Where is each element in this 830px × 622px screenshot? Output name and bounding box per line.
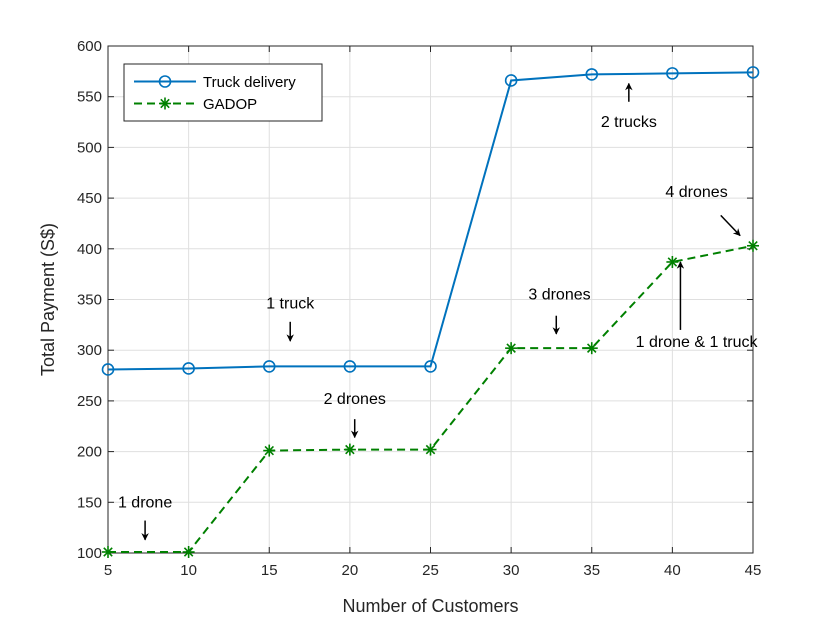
data-point bbox=[101, 363, 115, 376]
series-group bbox=[101, 66, 760, 558]
x-tick-label: 5 bbox=[104, 562, 112, 579]
legend-label-truck-delivery: Truck delivery bbox=[203, 74, 296, 91]
annotation-label: 4 drones bbox=[665, 184, 727, 201]
y-axis-label: Total Payment (S$) bbox=[38, 223, 58, 376]
x-tick-label: 20 bbox=[342, 562, 359, 579]
series-line-truck-delivery bbox=[107, 71, 754, 371]
x-tick-label: 35 bbox=[583, 562, 600, 579]
data-point bbox=[182, 362, 195, 375]
data-point bbox=[182, 545, 195, 558]
annotation-arrow bbox=[720, 214, 741, 237]
data-point bbox=[343, 443, 356, 456]
x-axis-label: Number of Customers bbox=[342, 596, 518, 616]
y-tick-label: 450 bbox=[77, 190, 102, 207]
legend-marker-circle bbox=[158, 75, 172, 88]
x-tick-label: 10 bbox=[180, 562, 197, 579]
data-point bbox=[666, 255, 679, 268]
x-tick-label: 45 bbox=[745, 562, 762, 579]
data-point bbox=[504, 74, 518, 87]
annotation-label: 1 drone & 1 truck bbox=[636, 334, 759, 351]
data-point bbox=[505, 342, 518, 355]
y-tick-label: 200 bbox=[77, 444, 102, 461]
data-point bbox=[585, 68, 599, 81]
data-point bbox=[424, 360, 437, 373]
legend: Truck delivery GADOP bbox=[123, 63, 323, 122]
x-tick-label: 40 bbox=[664, 562, 681, 579]
legend-marker-asterisk bbox=[159, 97, 171, 110]
x-tick-label: 25 bbox=[422, 562, 439, 579]
data-point bbox=[666, 67, 679, 80]
legend-circle-icon bbox=[158, 75, 172, 88]
annotation-label: 2 trucks bbox=[601, 114, 657, 131]
data-point bbox=[746, 66, 760, 79]
annotation-label: 3 drones bbox=[528, 287, 590, 304]
annotation-label: 2 drones bbox=[324, 391, 386, 408]
data-point bbox=[343, 360, 357, 373]
legend-box bbox=[123, 63, 323, 122]
y-tick-label: 550 bbox=[77, 89, 102, 106]
annotations: 1 drone 2 drones 1 truck 3 drones 1 drone & … bbox=[118, 82, 759, 541]
data-point bbox=[262, 360, 276, 373]
y-tick-label: 500 bbox=[77, 139, 102, 156]
x-tick-label: 15 bbox=[261, 562, 278, 579]
x-tick-label: 30 bbox=[503, 562, 520, 579]
data-point bbox=[585, 342, 598, 355]
y-tick-label: 600 bbox=[77, 38, 102, 55]
data-point bbox=[747, 239, 759, 252]
data-point bbox=[263, 444, 276, 457]
annotation-label: 1 truck bbox=[266, 296, 315, 313]
axis-ticks: 5 10 15 20 25 30 35 40 45 100 150 200 250 300 350 400 45… bbox=[77, 38, 761, 579]
data-point bbox=[424, 443, 437, 456]
legend-label-gadop: GADOP bbox=[203, 96, 257, 113]
y-tick-label: 250 bbox=[77, 393, 102, 410]
data-point bbox=[102, 545, 114, 558]
annotation-label: 1 drone bbox=[118, 494, 172, 511]
y-tick-label: 150 bbox=[77, 494, 102, 511]
y-tick-label: 350 bbox=[77, 292, 102, 309]
grid bbox=[108, 46, 753, 553]
legend-asterisk-icon bbox=[159, 97, 171, 110]
y-tick-label: 100 bbox=[77, 545, 102, 562]
y-tick-label: 300 bbox=[77, 342, 102, 359]
y-tick-label: 400 bbox=[77, 241, 102, 258]
